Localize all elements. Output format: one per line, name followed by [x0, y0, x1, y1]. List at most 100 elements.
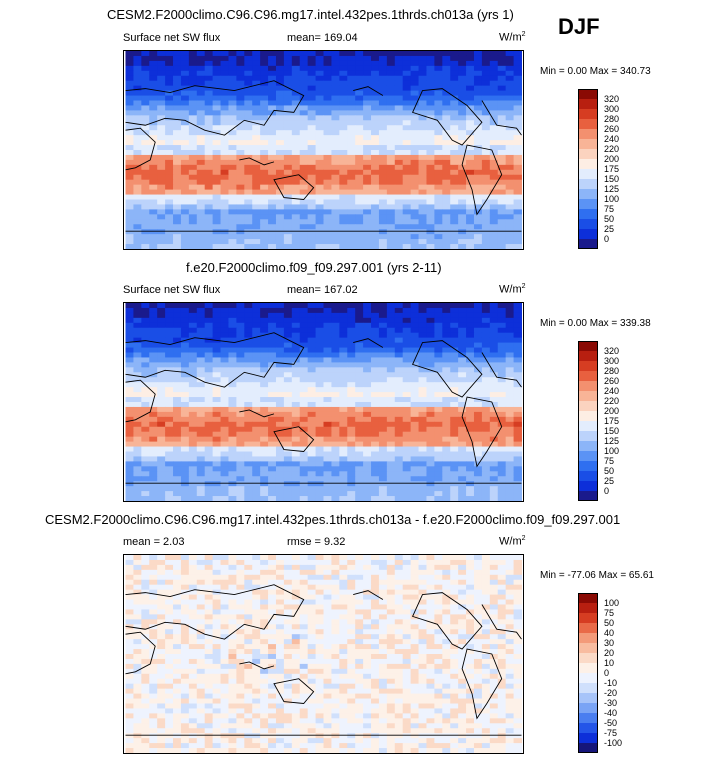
field-cell [204, 342, 214, 349]
field-cell [378, 239, 388, 245]
field-cell [426, 471, 435, 477]
field-cell [220, 244, 229, 249]
field-cell [450, 90, 459, 97]
field-cell [371, 307, 380, 314]
field-cell [363, 471, 372, 477]
field-cell [204, 189, 214, 196]
field-cell [473, 629, 483, 635]
field-cell [371, 120, 380, 126]
field-cell [371, 135, 380, 141]
field-cell [363, 209, 372, 215]
field-cell [252, 199, 261, 205]
field-cell [363, 184, 372, 191]
field-cell [125, 125, 134, 131]
field-cell [291, 174, 301, 181]
field-cell [141, 471, 150, 477]
field-cell [299, 604, 309, 610]
field-cell [363, 317, 372, 324]
field-cell [386, 70, 396, 77]
field-cell [275, 604, 285, 610]
field-cell [307, 347, 317, 353]
field-cell [410, 125, 420, 131]
field-cell [268, 604, 277, 610]
field-cell [141, 189, 150, 196]
field-cell [212, 135, 222, 141]
field-cell [125, 609, 134, 615]
field-cell [133, 51, 142, 57]
field-cell [410, 397, 420, 403]
field-cell [331, 224, 340, 230]
field-cell [188, 179, 198, 186]
field-cell [497, 609, 507, 615]
field-cell [157, 397, 166, 403]
field-cell [260, 154, 269, 161]
coastline [125, 127, 156, 171]
field-cell [331, 431, 340, 438]
field-cell [268, 70, 277, 77]
field-cell [220, 95, 229, 101]
field-cell [355, 244, 364, 249]
field-cell [402, 159, 412, 166]
field-cell [450, 140, 459, 146]
field-cell [204, 466, 214, 472]
field-cell [244, 387, 253, 393]
field-cell [204, 569, 214, 576]
field-cell [394, 110, 404, 116]
field-cell [220, 164, 229, 171]
field-cell [149, 367, 158, 373]
field-cell [196, 219, 206, 225]
field-cell [402, 169, 412, 176]
field-cell [173, 204, 182, 210]
field-cell [125, 559, 134, 566]
field-cell [212, 347, 222, 353]
field-cell [434, 486, 443, 492]
field-cell [315, 65, 324, 72]
field-cell [323, 555, 332, 561]
field-cell [497, 303, 507, 309]
field-cell [489, 179, 499, 186]
field-cell [220, 90, 229, 97]
field-cell [466, 639, 475, 645]
field-cell [260, 372, 269, 378]
field-cell [283, 466, 293, 472]
field-cell [141, 312, 150, 319]
field-cell [497, 110, 507, 116]
field-cell [236, 352, 245, 358]
field-cell [466, 303, 475, 309]
field-cell [323, 347, 332, 353]
field-cell [196, 594, 206, 601]
field-cell [426, 224, 435, 230]
field-cell [434, 239, 443, 245]
field-cell [394, 451, 404, 457]
field-cell [212, 402, 222, 408]
field-cell [450, 476, 459, 482]
field-cell [489, 110, 499, 116]
field-cell [291, 214, 301, 220]
field-cell [323, 436, 332, 443]
field-cell [220, 639, 229, 645]
field-cell [505, 307, 515, 314]
field-cell [497, 382, 507, 388]
field-cell [442, 51, 451, 57]
field-cell [489, 332, 499, 339]
field-cell [378, 589, 388, 596]
field-cell [133, 639, 142, 645]
field-cell [371, 342, 380, 349]
field-cell [505, 100, 515, 106]
field-cell [386, 130, 396, 136]
field-cell [204, 362, 214, 368]
field-cell [283, 65, 293, 72]
field-cell [331, 145, 340, 151]
field-cell [157, 159, 166, 166]
field-cell [434, 491, 443, 497]
field-cell [331, 342, 340, 349]
field-cell [125, 589, 134, 596]
field-cell [275, 629, 285, 635]
field-cell [275, 441, 285, 448]
field-cell [252, 362, 261, 368]
field-cell [228, 65, 237, 72]
field-cell [133, 362, 142, 368]
field-cell [268, 471, 277, 477]
panel1-colorbar [578, 89, 598, 249]
field-cell [275, 569, 285, 576]
